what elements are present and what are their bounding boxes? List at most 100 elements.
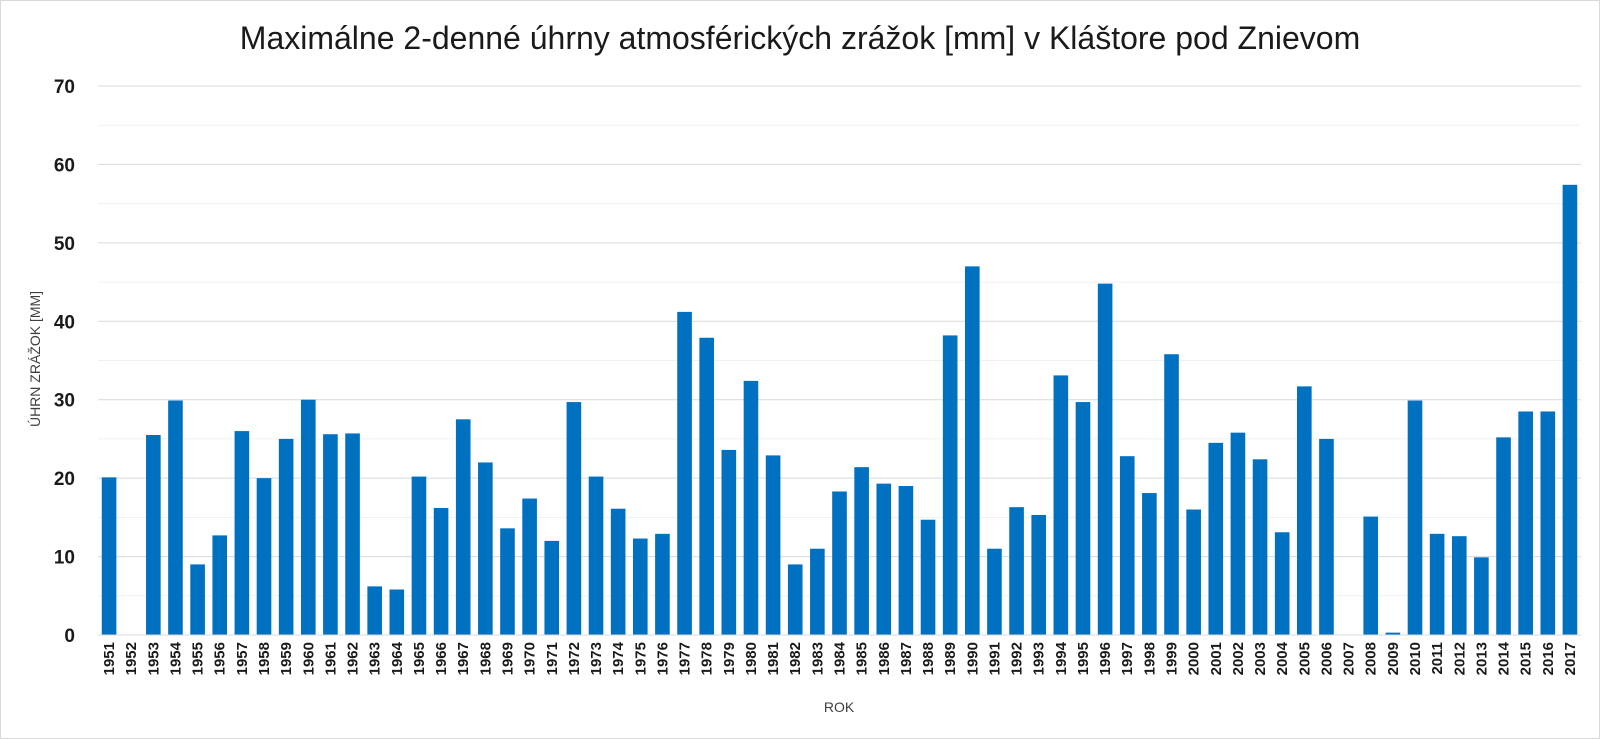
bar-1980 bbox=[743, 380, 759, 635]
x-tick-label: 1965 bbox=[411, 642, 428, 675]
bar-1978 bbox=[699, 337, 714, 635]
x-axis-ticks: 1951 1952 1953 1954 1955 1956 1957 1958 1959 1960… bbox=[101, 641, 1579, 675]
bar-1997 bbox=[1119, 456, 1135, 635]
bar-1998 bbox=[1142, 493, 1157, 635]
bar-2002 bbox=[1230, 432, 1246, 635]
x-tick-label: 1998 bbox=[1141, 642, 1158, 675]
y-tick-label: 0 bbox=[64, 626, 75, 647]
bar-2008 bbox=[1363, 516, 1379, 635]
bar-1995 bbox=[1075, 402, 1091, 635]
bar-1968 bbox=[478, 462, 493, 635]
x-tick-label: 1960 bbox=[300, 642, 317, 675]
x-tick-label: 1973 bbox=[588, 642, 605, 675]
bar-2015 bbox=[1518, 411, 1533, 635]
bar-1966 bbox=[433, 507, 449, 635]
x-tick-label: 1956 bbox=[212, 642, 229, 675]
bar-1990 bbox=[965, 266, 980, 635]
bar-1971 bbox=[544, 540, 560, 635]
x-tick-label: 1969 bbox=[499, 642, 516, 675]
x-tick-label: 2016 bbox=[1540, 642, 1557, 675]
x-tick-label: 1957 bbox=[234, 642, 251, 675]
x-tick-label: 1976 bbox=[654, 642, 671, 675]
x-tick-label: 1954 bbox=[167, 641, 184, 675]
x-tick-label: 1978 bbox=[699, 642, 716, 675]
y-tick-label: 30 bbox=[54, 391, 75, 412]
bar-1960 bbox=[300, 399, 316, 635]
x-tick-label: 1974 bbox=[610, 641, 627, 675]
y-tick-label: 60 bbox=[54, 155, 75, 176]
x-tick-label: 1952 bbox=[123, 642, 140, 675]
bars bbox=[101, 184, 1578, 635]
x-tick-label: 1972 bbox=[566, 642, 583, 675]
x-tick-label: 1991 bbox=[986, 642, 1003, 675]
bar-2009 bbox=[1385, 632, 1401, 635]
bar-1987 bbox=[898, 485, 914, 635]
bar-1976 bbox=[655, 533, 670, 635]
bar-1994 bbox=[1053, 375, 1069, 635]
bar-1989 bbox=[942, 335, 958, 635]
x-tick-label: 1970 bbox=[522, 642, 539, 675]
bar-1991 bbox=[987, 548, 1002, 635]
bar-1982 bbox=[787, 564, 803, 635]
y-tick-label: 50 bbox=[54, 234, 75, 255]
bar-1979 bbox=[721, 449, 737, 635]
bar-2004 bbox=[1274, 532, 1290, 635]
bar-1964 bbox=[389, 589, 405, 635]
bar-1983 bbox=[810, 548, 825, 635]
x-tick-label: 2008 bbox=[1363, 642, 1380, 675]
bar-1992 bbox=[1009, 507, 1024, 635]
x-tick-label: 1993 bbox=[1031, 642, 1048, 675]
bar-1973 bbox=[588, 476, 604, 635]
bar-1972 bbox=[566, 402, 582, 635]
x-tick-label: 1989 bbox=[942, 642, 959, 675]
bar-1988 bbox=[920, 519, 936, 635]
bar-1951 bbox=[101, 477, 117, 635]
y-tick-label: 10 bbox=[54, 548, 75, 569]
bar-1977 bbox=[677, 311, 692, 635]
x-tick-label: 2004 bbox=[1274, 641, 1291, 675]
bar-2010 bbox=[1407, 400, 1423, 635]
x-tick-label: 1982 bbox=[787, 642, 804, 675]
y-tick-label: 40 bbox=[54, 312, 75, 333]
x-tick-label: 1966 bbox=[433, 642, 450, 675]
x-tick-label: 1967 bbox=[455, 642, 472, 675]
x-tick-label: 2012 bbox=[1451, 642, 1468, 675]
bar-2016 bbox=[1540, 411, 1556, 635]
bar-1986 bbox=[876, 483, 892, 635]
x-tick-label: 2006 bbox=[1318, 642, 1335, 675]
x-tick-label: 1959 bbox=[278, 642, 295, 675]
x-tick-label: 1962 bbox=[345, 642, 362, 675]
x-tick-label: 1988 bbox=[920, 642, 937, 675]
bar-1957 bbox=[234, 431, 250, 635]
x-tick-label: 1971 bbox=[544, 642, 561, 675]
x-tick-label: 2005 bbox=[1296, 642, 1313, 675]
x-tick-label: 1992 bbox=[1009, 642, 1026, 675]
y-tick-label: 70 bbox=[54, 77, 75, 98]
x-tick-label: 1977 bbox=[677, 642, 694, 675]
x-tick-label: 2014 bbox=[1496, 641, 1513, 675]
bar-2006 bbox=[1319, 438, 1334, 635]
x-tick-label: 1961 bbox=[322, 642, 339, 675]
bar-2003 bbox=[1252, 459, 1268, 635]
gridlines bbox=[98, 85, 1581, 597]
bar-1953 bbox=[146, 435, 161, 635]
bar-2005 bbox=[1297, 386, 1312, 635]
bar-1965 bbox=[411, 476, 427, 635]
x-tick-label: 2001 bbox=[1208, 642, 1225, 675]
bar-1985 bbox=[854, 467, 869, 635]
y-tick-label: 20 bbox=[54, 469, 75, 490]
x-tick-label: 1958 bbox=[256, 642, 273, 675]
bar-2011 bbox=[1429, 533, 1445, 635]
bar-1993 bbox=[1031, 515, 1047, 635]
x-tick-label: 1987 bbox=[898, 642, 915, 675]
bar-2013 bbox=[1474, 557, 1489, 635]
bar-2017 bbox=[1562, 184, 1578, 635]
x-tick-label: 1990 bbox=[964, 642, 981, 675]
y-axis-label: ÚHRN ZRÁŽOK [MM] bbox=[27, 291, 43, 427]
bar-1967 bbox=[455, 419, 471, 635]
bar-1969 bbox=[500, 528, 515, 635]
x-tick-label: 1979 bbox=[721, 642, 738, 675]
bar-2014 bbox=[1496, 437, 1511, 635]
